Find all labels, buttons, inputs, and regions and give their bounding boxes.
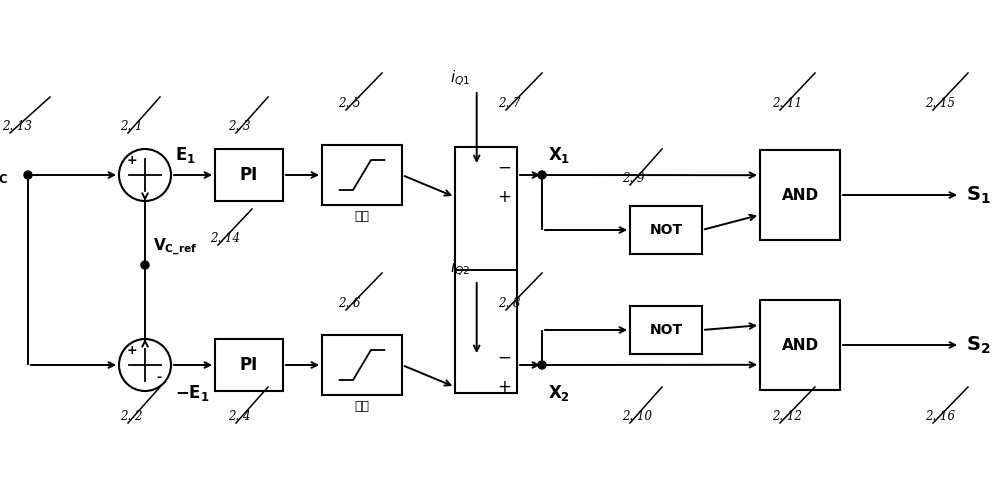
- Text: 2. 6: 2. 6: [338, 297, 360, 310]
- Text: $\mathbf{S_1}$: $\mathbf{S_1}$: [966, 184, 991, 205]
- Text: $\mathbf{V_{C\_ref}}$: $\mathbf{V_{C\_ref}}$: [153, 237, 197, 257]
- Text: 限幅: 限幅: [354, 210, 370, 223]
- Text: 2. 13: 2. 13: [2, 120, 32, 133]
- Text: PI: PI: [240, 356, 258, 374]
- Text: 2. 16: 2. 16: [925, 410, 955, 423]
- Circle shape: [119, 149, 171, 201]
- Bar: [760, 300, 840, 390]
- Text: -: -: [157, 372, 162, 385]
- Text: 2. 10: 2. 10: [622, 410, 652, 423]
- Text: $-$: $-$: [497, 158, 511, 176]
- Text: 限幅: 限幅: [354, 400, 370, 413]
- Bar: [215, 339, 283, 391]
- Text: $+$: $+$: [497, 378, 511, 396]
- Text: $\mathbf{-E_1}$: $\mathbf{-E_1}$: [175, 383, 210, 403]
- Text: 2. 4: 2. 4: [228, 410, 250, 423]
- Text: +: +: [127, 154, 137, 167]
- Text: 2. 9: 2. 9: [622, 172, 644, 185]
- Text: $\mathbf{V_C}$: $\mathbf{V_C}$: [0, 165, 8, 185]
- Text: 2. 8: 2. 8: [498, 297, 520, 310]
- Text: 2. 1: 2. 1: [120, 120, 143, 133]
- Text: $\mathbf{X_1}$: $\mathbf{X_1}$: [548, 145, 570, 165]
- Text: $\mathbf{S_2}$: $\mathbf{S_2}$: [966, 334, 991, 355]
- Text: $\mathbf{E_1}$: $\mathbf{E_1}$: [175, 145, 196, 165]
- Circle shape: [24, 171, 32, 179]
- Text: 2. 3: 2. 3: [228, 120, 250, 133]
- Bar: [322, 335, 402, 395]
- Bar: [760, 150, 840, 240]
- Text: $+$: $+$: [497, 188, 511, 206]
- Text: $i_{Q2}$: $i_{Q2}$: [450, 259, 471, 278]
- Bar: [630, 306, 702, 354]
- Text: 2. 2: 2. 2: [120, 410, 143, 423]
- Text: NOT: NOT: [649, 223, 683, 237]
- Text: $i_{Q1}$: $i_{Q1}$: [450, 69, 471, 88]
- Bar: [455, 147, 517, 393]
- Text: AND: AND: [781, 338, 819, 352]
- Text: 2. 11: 2. 11: [772, 97, 802, 110]
- Circle shape: [119, 339, 171, 391]
- Circle shape: [141, 261, 149, 269]
- Text: 2. 15: 2. 15: [925, 97, 955, 110]
- Text: $-$: $-$: [497, 348, 511, 366]
- Text: AND: AND: [781, 188, 819, 202]
- Text: 2. 12: 2. 12: [772, 410, 802, 423]
- Text: NOT: NOT: [649, 323, 683, 337]
- Text: +: +: [127, 344, 137, 357]
- Bar: [322, 145, 402, 205]
- Text: PI: PI: [240, 166, 258, 184]
- Text: 2. 5: 2. 5: [338, 97, 360, 110]
- Circle shape: [538, 361, 546, 369]
- Bar: [630, 206, 702, 254]
- Bar: [215, 149, 283, 201]
- Text: $\mathbf{X_2}$: $\mathbf{X_2}$: [548, 383, 570, 403]
- Text: 2. 14: 2. 14: [210, 232, 240, 245]
- Circle shape: [538, 171, 546, 179]
- Text: 2. 7: 2. 7: [498, 97, 520, 110]
